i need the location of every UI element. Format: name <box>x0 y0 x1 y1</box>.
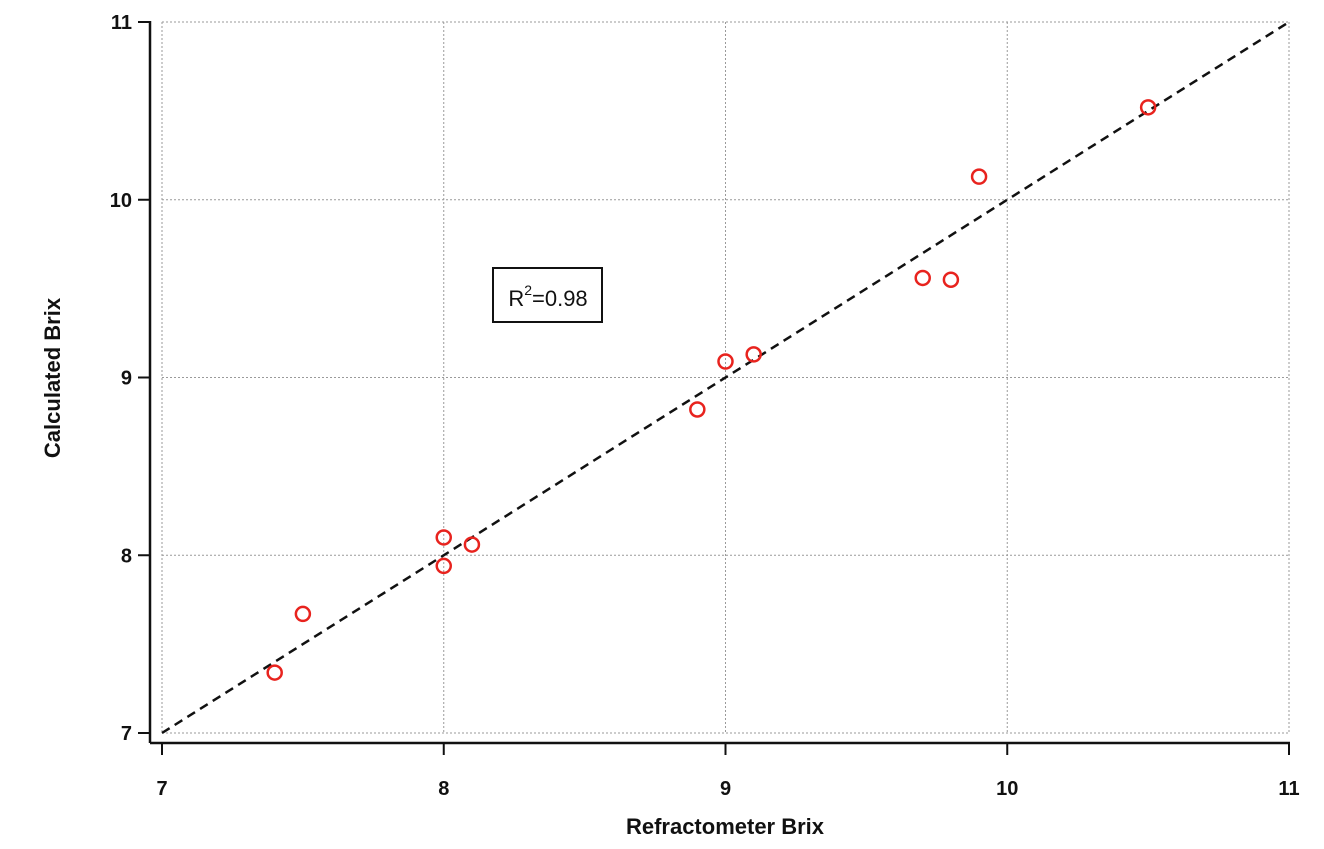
reference-line <box>161 20 1290 735</box>
y-tick-label: 8 <box>121 545 132 567</box>
data-point <box>463 536 481 553</box>
data-point <box>689 401 706 418</box>
data-point <box>717 353 734 370</box>
data-point <box>942 271 960 288</box>
annotation-base: R <box>508 286 524 311</box>
y-tick-label: 10 <box>110 190 132 212</box>
y-tick-label: 11 <box>111 12 132 34</box>
data-point <box>970 168 988 185</box>
x-tick-label: 8 <box>438 778 449 800</box>
plot-frame <box>148 21 1290 745</box>
x-tick-label: 10 <box>996 778 1018 800</box>
data-points <box>266 99 1157 681</box>
data-point <box>914 269 931 287</box>
grid-lines <box>161 21 1290 734</box>
y-axis-label: Calculated Brix <box>40 297 65 458</box>
annotation-box <box>492 267 603 323</box>
x-tick-label: 9 <box>720 778 731 800</box>
annotation-value: =0.98 <box>532 286 588 311</box>
y-tick-label: 7 <box>121 723 132 745</box>
data-point <box>435 557 452 575</box>
data-point <box>294 605 312 623</box>
y-tick-label: 9 <box>121 368 132 390</box>
r-squared-annotation: R2=0.98 <box>492 267 603 323</box>
data-point <box>435 529 452 546</box>
x-tick-label: 11 <box>1278 778 1299 800</box>
data-point <box>1139 99 1157 116</box>
x-tick-label: 7 <box>156 778 167 800</box>
x-axis-ticks: 7 8 9 10 11 <box>156 743 1300 800</box>
annotation-text: R2=0.98 <box>508 282 587 311</box>
x-axis-label: Refractometer Brix <box>626 814 825 839</box>
reference-dashed-line <box>161 20 1290 735</box>
data-point <box>266 664 283 681</box>
y-axis-ticks: 7 8 9 10 11 <box>110 12 150 745</box>
annotation-superscript: 2 <box>524 282 532 298</box>
data-point <box>745 346 762 363</box>
